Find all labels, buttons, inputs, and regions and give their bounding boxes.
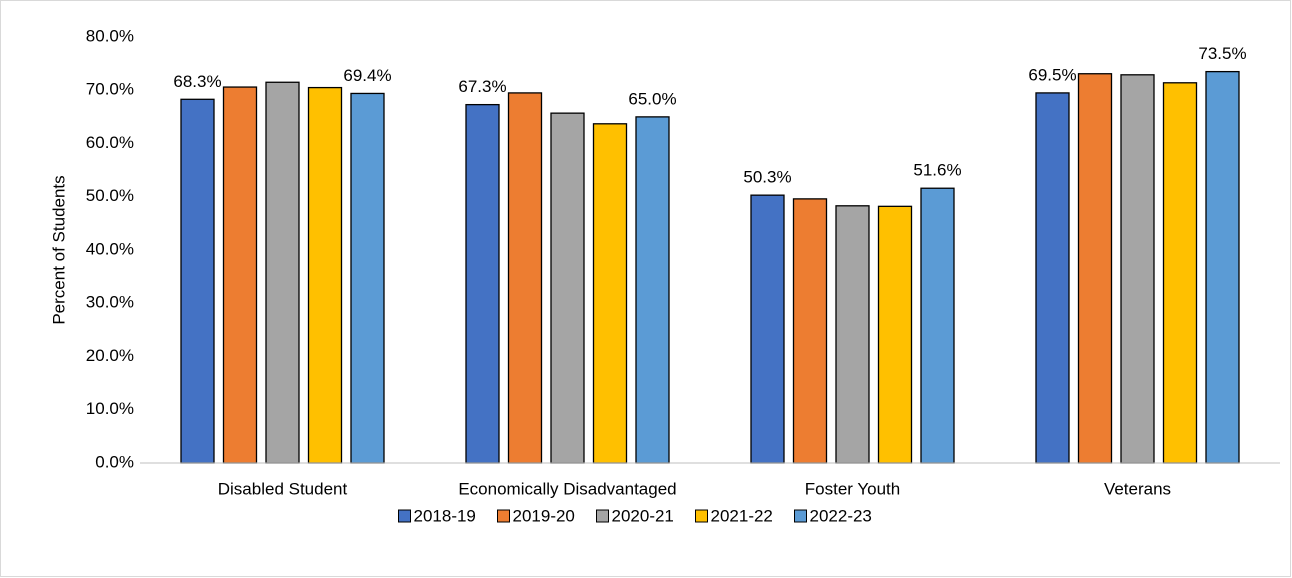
legend-swatch <box>695 509 708 523</box>
legend-label: 2021-22 <box>711 506 773 525</box>
legend-label: 2022-23 <box>810 506 872 525</box>
bar <box>792 198 828 464</box>
value-label: 50.3% <box>743 168 791 187</box>
y-tick-label: 60.0% <box>86 133 134 152</box>
bar <box>507 92 543 464</box>
legend-label: 2018-19 <box>414 506 476 525</box>
legend-swatch <box>596 509 609 523</box>
legend-label: 2020-21 <box>612 506 674 525</box>
value-label: 51.6% <box>913 161 961 180</box>
bar <box>835 205 870 464</box>
bar <box>1120 74 1155 464</box>
value-label: 69.4% <box>343 66 391 85</box>
y-tick-label: 0.0% <box>95 452 134 471</box>
bar <box>222 86 258 464</box>
bar <box>920 187 955 464</box>
bar <box>750 194 785 464</box>
y-tick-label: 70.0% <box>86 80 134 99</box>
bar <box>307 86 343 464</box>
value-label: 73.5% <box>1198 44 1246 63</box>
y-tick-label: 50.0% <box>86 186 134 205</box>
bar <box>1077 73 1113 464</box>
bar <box>465 103 500 464</box>
x-tick-label: Disabled Student <box>218 479 348 498</box>
value-label: 67.3% <box>458 77 506 96</box>
bar <box>877 205 913 464</box>
y-tick-label: 80.0% <box>86 26 134 45</box>
y-tick-label: 20.0% <box>86 346 134 365</box>
x-tick-label: Veterans <box>1104 479 1171 498</box>
value-label: 65.0% <box>628 89 676 108</box>
y-tick-label: 10.0% <box>86 399 134 418</box>
legend-swatch <box>794 509 807 523</box>
legend-swatch <box>497 509 510 523</box>
bar <box>265 81 300 464</box>
x-tick-label: Economically Disadvantaged <box>458 479 676 498</box>
bar <box>350 92 385 464</box>
bar <box>1205 70 1240 464</box>
value-label: 68.3% <box>173 72 221 91</box>
x-tick-label: Foster Youth <box>805 479 900 498</box>
legend-swatch <box>398 509 411 523</box>
bar <box>1035 92 1070 464</box>
bar <box>635 116 670 464</box>
bar <box>550 112 585 464</box>
bar <box>592 123 628 464</box>
y-axis-label: Percent of Students <box>49 175 68 324</box>
y-tick-label: 40.0% <box>86 239 134 258</box>
bar <box>1162 82 1198 464</box>
value-label: 69.5% <box>1028 65 1076 84</box>
legend-label: 2019-20 <box>513 506 575 525</box>
bar <box>180 98 215 464</box>
y-tick-label: 30.0% <box>86 293 134 312</box>
